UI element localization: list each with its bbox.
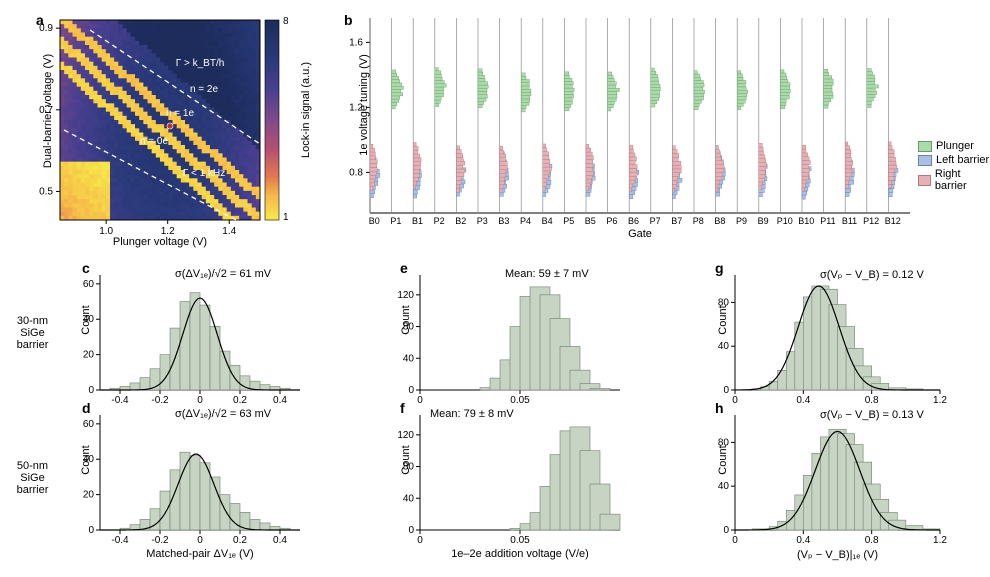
- svg-text:0.4: 0.4: [273, 395, 287, 406]
- svg-text:0.4: 0.4: [273, 535, 287, 546]
- svg-text:B3: B3: [498, 216, 509, 226]
- legend-right-barrier: Right barrier: [935, 168, 990, 192]
- svg-text:8: 8: [283, 16, 289, 27]
- panel-c-annot: σ(ΔV₁ₑ)/√2 = 61 mV: [175, 268, 271, 280]
- svg-text:-0.2: -0.2: [151, 395, 169, 406]
- panel-d-annot: σ(ΔV₁ₑ)/√2 = 63 mV: [175, 408, 271, 420]
- svg-text:B12: B12: [885, 216, 901, 226]
- svg-text:P6: P6: [606, 216, 617, 226]
- svg-text:B10: B10: [798, 216, 814, 226]
- svg-text:0.4: 0.4: [796, 395, 810, 406]
- svg-text:0: 0: [408, 385, 414, 396]
- panel-e-annot: Mean: 59 ± 7 mV: [505, 268, 589, 280]
- panel-d-xlabel: Matched-pair ΔV₁ₑ (V): [100, 548, 300, 560]
- legend-plunger: Plunger: [936, 140, 974, 152]
- svg-text:0.05: 0.05: [510, 395, 530, 406]
- panel-h-annot: σ(Vₚ − V_B) = 0.13 V: [820, 408, 924, 421]
- svg-text:0.4: 0.4: [796, 535, 810, 546]
- figure-svg: 1.01.21.40.50.70.9Γ > k_BT/hΓ < 1 kHzn =…: [0, 0, 990, 577]
- svg-text:0: 0: [732, 535, 738, 546]
- svg-text:0: 0: [408, 525, 414, 536]
- svg-text:0: 0: [88, 525, 94, 536]
- panel-b-legend: Plunger Left barrier Right barrier: [918, 140, 990, 194]
- svg-text:B9: B9: [758, 216, 769, 226]
- svg-text:B7: B7: [671, 216, 682, 226]
- svg-text:P4: P4: [520, 216, 531, 226]
- svg-text:Γ < 1 kHz: Γ < 1 kHz: [183, 168, 225, 179]
- panel-h-ylabel: Count: [717, 410, 729, 510]
- svg-text:B4: B4: [542, 216, 553, 226]
- svg-text:P11: P11: [820, 216, 835, 226]
- svg-text:P8: P8: [693, 216, 704, 226]
- svg-text:B8: B8: [714, 216, 725, 226]
- svg-text:1.2: 1.2: [933, 395, 947, 406]
- svg-text:n = 2e: n = 2e: [190, 84, 219, 95]
- panel-g-annot: σ(Vₚ − V_B) = 0.12 V: [820, 268, 924, 281]
- svg-text:B2: B2: [455, 216, 466, 226]
- svg-text:P3: P3: [477, 216, 488, 226]
- svg-text:0.8: 0.8: [865, 395, 879, 406]
- svg-text:n = 0e: n = 0e: [140, 136, 169, 147]
- panel-a-ylabel: Dual-barrier voltage (V): [42, 26, 54, 196]
- svg-text:P10: P10: [777, 216, 793, 226]
- panel-b-xlabel: Gate: [370, 228, 910, 240]
- svg-text:P1: P1: [390, 216, 401, 226]
- svg-text:n = 1e: n = 1e: [166, 108, 195, 119]
- svg-text:P7: P7: [650, 216, 661, 226]
- svg-text:1: 1: [283, 212, 289, 223]
- panel-f-xlabel: 1e–2e addition voltage (V/e): [420, 548, 620, 560]
- svg-text:0: 0: [723, 525, 729, 536]
- svg-text:P9: P9: [736, 216, 747, 226]
- panel-f-annot: Mean: 79 ± 8 mV: [430, 408, 514, 420]
- panel-d-ylabel: Count: [80, 410, 92, 510]
- svg-text:0: 0: [732, 395, 738, 406]
- panel-f-ylabel: Count: [400, 410, 412, 510]
- svg-text:P12: P12: [863, 216, 879, 226]
- svg-text:0: 0: [197, 535, 203, 546]
- panel-g-ylabel: Count: [717, 270, 729, 370]
- svg-text:0: 0: [417, 535, 423, 546]
- svg-text:-0.4: -0.4: [111, 395, 129, 406]
- svg-text:0: 0: [417, 395, 423, 406]
- svg-text:-0.4: -0.4: [111, 535, 129, 546]
- svg-text:0: 0: [88, 385, 94, 396]
- svg-text:0.05: 0.05: [510, 535, 530, 546]
- panel-a-xlabel: Plunger voltage (V): [60, 236, 260, 248]
- svg-text:0.8: 0.8: [865, 535, 879, 546]
- svg-text:0.2: 0.2: [233, 395, 247, 406]
- svg-text:0: 0: [723, 385, 729, 396]
- svg-text:B5: B5: [585, 216, 596, 226]
- svg-text:P5: P5: [563, 216, 574, 226]
- panel-e-ylabel: Count: [400, 270, 412, 370]
- svg-text:B0: B0: [369, 216, 380, 226]
- svg-text:0.2: 0.2: [233, 535, 247, 546]
- panel-a-cb-label: Lock-in signal (a.u.): [300, 45, 312, 175]
- svg-text:0: 0: [197, 395, 203, 406]
- svg-text:B11: B11: [842, 216, 857, 226]
- svg-text:B6: B6: [628, 216, 639, 226]
- svg-text:Γ > k_BT/h: Γ > k_BT/h: [176, 58, 225, 69]
- svg-text:B1: B1: [412, 216, 423, 226]
- svg-text:-0.2: -0.2: [151, 535, 169, 546]
- panel-c-ylabel: Count: [80, 270, 92, 370]
- svg-text:P2: P2: [434, 216, 445, 226]
- panel-h-xlabel: (Vₚ − V_B)|₁ₑ (V): [735, 548, 940, 561]
- legend-left-barrier: Left barrier: [936, 154, 989, 166]
- panel-b-ylabel: 1e voltage tuning (V): [358, 20, 370, 190]
- svg-text:1.2: 1.2: [933, 535, 947, 546]
